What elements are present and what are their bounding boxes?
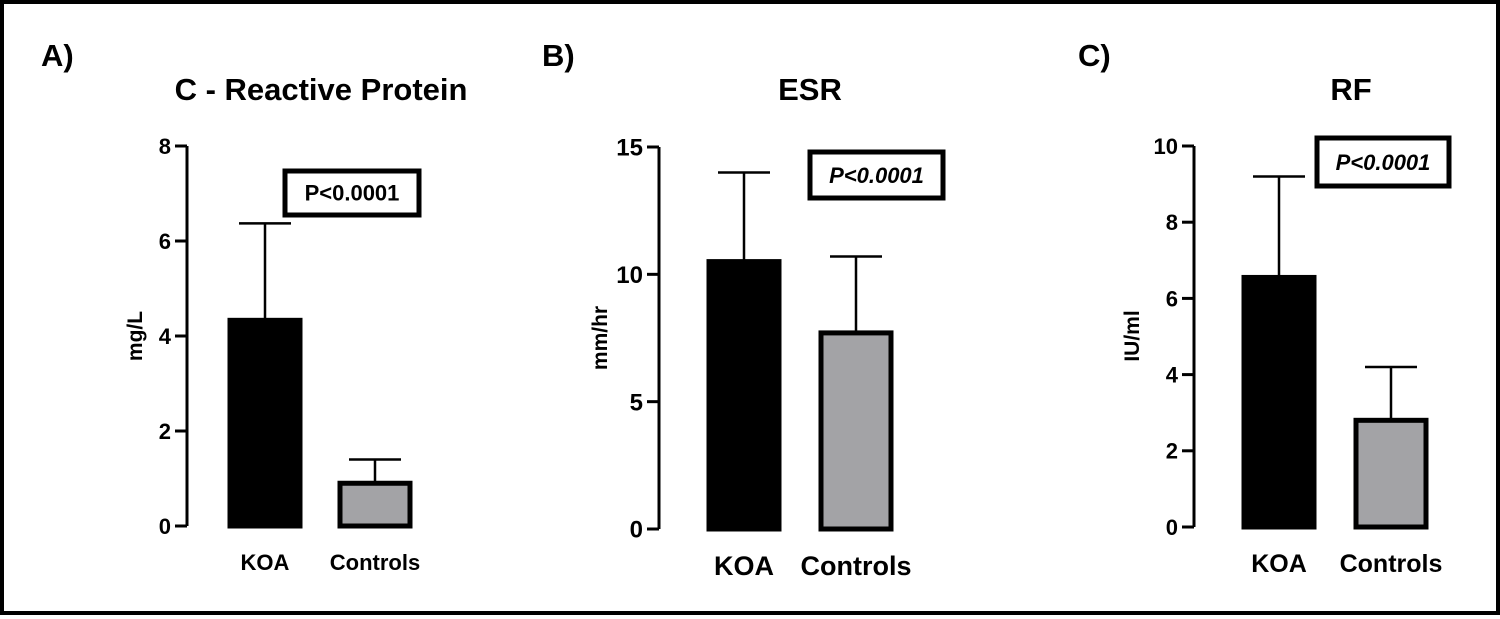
chart-title: RF [1330,72,1371,107]
y-tick-label: 4 [1166,363,1179,388]
bar-koa [706,259,782,532]
y-tick-label: 6 [1166,286,1178,311]
chart-title: ESR [778,72,842,107]
y-tick-label: 0 [630,517,643,544]
bar-controls [818,330,894,532]
chart-canvas: A) C - Reactive Protein mg/L 0 2 4 6 8 KOA Contro… [41,38,1452,581]
bar-controls [1353,417,1429,530]
p-value-annotation: P<0.0001 [829,163,924,188]
y-axis-label: mm/hr [589,306,612,370]
y-tick-label: 10 [616,262,643,289]
p-value-box [282,168,422,218]
chart-title: C - Reactive Protein [175,72,468,107]
y-axis-label: mg/L [124,311,147,361]
bar-controls [337,480,413,529]
p-value-box [807,149,946,201]
bar-koa [1241,274,1317,530]
p-value-annotation: P<0.0001 [1336,150,1431,175]
y-tick-label: 0 [159,514,171,539]
x-tick-label: Controls [330,550,420,575]
bar-koa [227,317,303,529]
y-tick-label: 10 [1154,134,1178,159]
y-tick-label: 2 [1166,439,1178,464]
y-tick-label: 6 [159,229,171,254]
y-axis-label: IU/ml [1121,310,1144,361]
y-tick-label: 8 [159,134,171,159]
panel-c: C) RF IU/ml 0 2 4 6 8 10 KOA Controls P<0.0001 [1078,38,1452,578]
p-value-box [1314,135,1452,189]
x-tick-label: KOA [241,550,290,575]
y-tick-label: 2 [159,419,171,444]
x-tick-label: Controls [801,551,912,581]
panel-a: A) C - Reactive Protein mg/L 0 2 4 6 8 KOA Contro… [41,38,467,575]
y-tick-label: 0 [1166,515,1178,540]
y-tick-label: 15 [616,135,643,162]
y-tick-label: 5 [630,389,643,416]
panel-b: B) ESR mm/hr 0 5 10 15 KOA Controls P<0.0001 [542,38,946,581]
panel-label: A) [41,38,74,73]
panel-label: C) [1078,38,1111,73]
panel-label: B) [542,38,575,73]
x-tick-label: KOA [1251,550,1307,578]
x-tick-label: KOA [714,551,774,581]
p-value-annotation: P<0.0001 [305,180,400,205]
y-tick-label: 8 [1166,210,1178,235]
x-tick-label: Controls [1340,550,1443,578]
y-tick-label: 4 [159,324,172,349]
